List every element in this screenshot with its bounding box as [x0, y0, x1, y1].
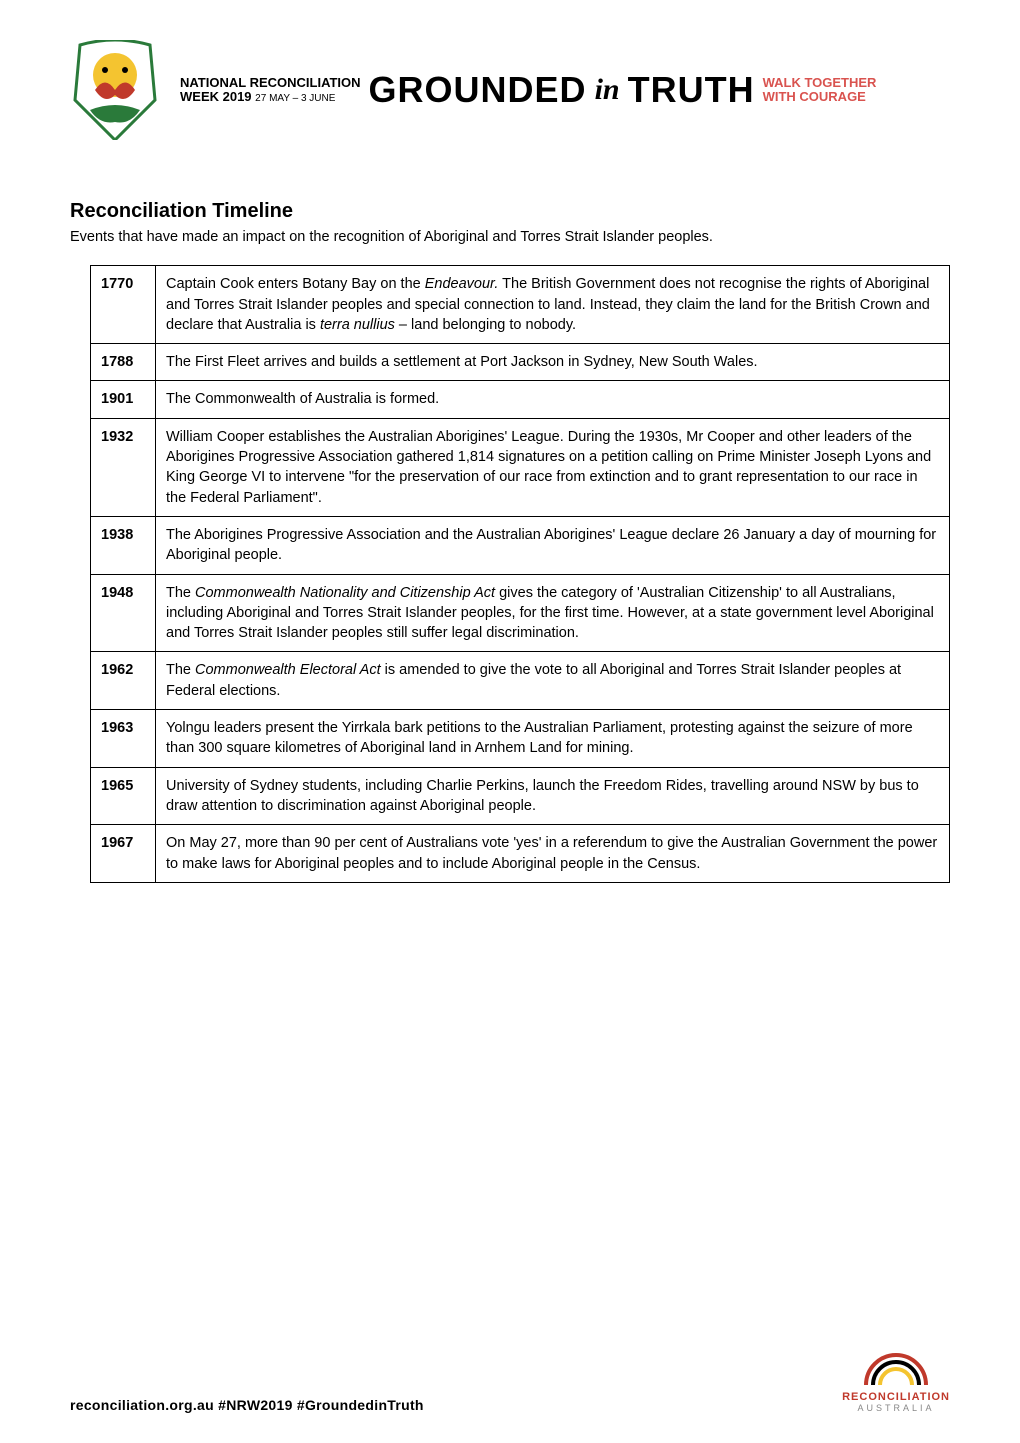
- year-cell: 1770: [91, 266, 156, 344]
- event-cell: William Cooper establishes the Australia…: [156, 418, 950, 516]
- year-cell: 1962: [91, 652, 156, 710]
- footer-logo-sub: AUSTRALIA: [842, 1403, 950, 1413]
- reconciliation-arc-icon: [861, 1351, 931, 1387]
- event-cell: The First Fleet arrives and builds a set…: [156, 344, 950, 381]
- table-row: 1932William Cooper establishes the Austr…: [91, 418, 950, 516]
- event-cell: University of Sydney students, including…: [156, 767, 950, 825]
- year-cell: 1963: [91, 710, 156, 768]
- event-cell: The Commonwealth of Australia is formed.: [156, 381, 950, 418]
- footer-logo-main: RECONCILIATION: [842, 1391, 950, 1403]
- event-cell: The Commonwealth Electoral Act is amende…: [156, 652, 950, 710]
- table-row: 1788The First Fleet arrives and builds a…: [91, 344, 950, 381]
- banner-left-line2: WEEK 2019: [180, 89, 252, 104]
- nrw-badge-icon: [70, 40, 160, 140]
- table-row: 1770Captain Cook enters Botany Bay on th…: [91, 266, 950, 344]
- page-footer: reconciliation.org.au #NRW2019 #Grounded…: [70, 1351, 950, 1413]
- page-subtitle: Events that have made an impact on the r…: [70, 227, 950, 247]
- table-row: 1948The Commonwealth Nationality and Cit…: [91, 574, 950, 652]
- year-cell: 1788: [91, 344, 156, 381]
- reconciliation-logo: RECONCILIATION AUSTRALIA: [842, 1351, 950, 1413]
- year-cell: 1948: [91, 574, 156, 652]
- banner-left-line1: NATIONAL RECONCILIATION: [180, 76, 361, 90]
- event-cell: The Aborigines Progressive Association a…: [156, 516, 950, 574]
- banner-right-line1: WALK TOGETHER: [763, 76, 877, 90]
- year-cell: 1901: [91, 381, 156, 418]
- banner-text: NATIONAL RECONCILIATION WEEK 2019 27 MAY…: [180, 69, 876, 111]
- timeline-body: 1770Captain Cook enters Botany Bay on th…: [91, 266, 950, 883]
- page-header: NATIONAL RECONCILIATION WEEK 2019 27 MAY…: [70, 40, 950, 140]
- event-cell: Captain Cook enters Botany Bay on the En…: [156, 266, 950, 344]
- banner-left-dates: 27 MAY – 3 JUNE: [255, 93, 335, 104]
- table-row: 1938The Aborigines Progressive Associati…: [91, 516, 950, 574]
- table-row: 1967On May 27, more than 90 per cent of …: [91, 825, 950, 883]
- event-cell: Yolngu leaders present the Yirrkala bark…: [156, 710, 950, 768]
- table-row: 1962The Commonwealth Electoral Act is am…: [91, 652, 950, 710]
- table-row: 1901The Commonwealth of Australia is for…: [91, 381, 950, 418]
- table-row: 1965University of Sydney students, inclu…: [91, 767, 950, 825]
- banner-right-line2: WITH COURAGE: [763, 90, 877, 104]
- year-cell: 1932: [91, 418, 156, 516]
- year-cell: 1967: [91, 825, 156, 883]
- timeline-table: 1770Captain Cook enters Botany Bay on th…: [90, 265, 950, 883]
- event-cell: On May 27, more than 90 per cent of Aust…: [156, 825, 950, 883]
- banner-right-block: WALK TOGETHER WITH COURAGE: [763, 76, 877, 105]
- year-cell: 1965: [91, 767, 156, 825]
- event-cell: The Commonwealth Nationality and Citizen…: [156, 574, 950, 652]
- banner-truth: TRUTH: [628, 69, 755, 111]
- table-row: 1963Yolngu leaders present the Yirrkala …: [91, 710, 950, 768]
- banner-grounded: GROUNDED: [369, 69, 587, 111]
- year-cell: 1938: [91, 516, 156, 574]
- page-title: Reconciliation Timeline: [70, 200, 950, 223]
- banner-in: in: [595, 73, 620, 107]
- banner-left-block: NATIONAL RECONCILIATION WEEK 2019 27 MAY…: [180, 76, 361, 105]
- footer-left-text: reconciliation.org.au #NRW2019 #Grounded…: [70, 1397, 424, 1413]
